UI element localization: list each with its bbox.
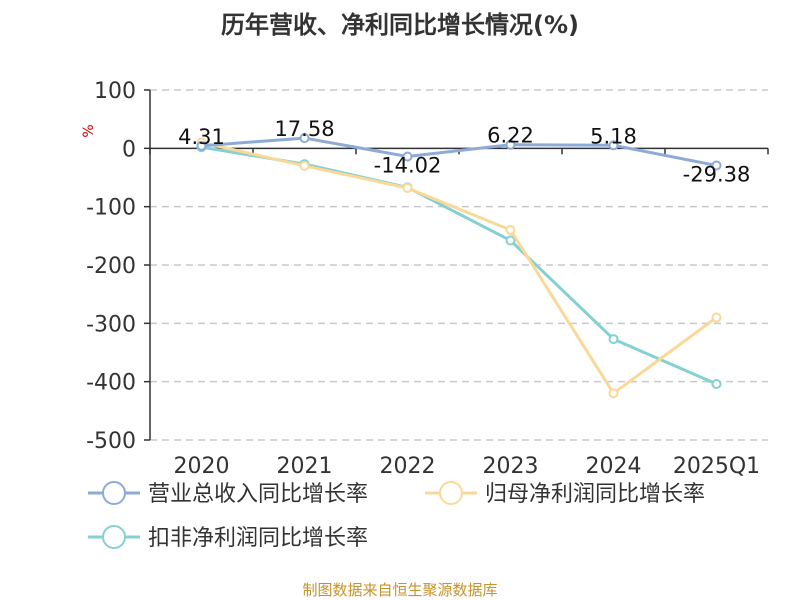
data-point	[505, 235, 516, 246]
x-tick-label: 2020	[174, 454, 230, 479]
legend-label: 扣非净利润同比增长率	[148, 526, 368, 551]
source-note: 制图数据来自恒生聚源数据库	[302, 581, 497, 599]
data-point	[196, 140, 207, 151]
series-line	[201, 145, 718, 386]
data-point	[608, 140, 619, 151]
legend-label: 营业总收入同比增长率	[148, 482, 368, 507]
data-label: 4.31	[178, 125, 225, 149]
data-point	[608, 388, 619, 399]
data-point	[402, 183, 413, 193]
x-tick-label: 2024	[586, 454, 642, 479]
series-line	[201, 141, 718, 395]
series-line	[201, 136, 717, 167]
grid-lines	[150, 89, 768, 441]
data-point	[299, 133, 310, 144]
data-label: -29.38	[683, 162, 751, 186]
data-label: -14.02	[374, 154, 442, 178]
y-tick-label: -500	[86, 429, 136, 454]
data-label: 5.18	[590, 124, 637, 148]
x-tick-label: 2023	[483, 454, 539, 479]
data-point	[711, 379, 722, 389]
data-point	[402, 151, 413, 162]
series-lines	[196, 133, 722, 399]
legend-item[interactable]: 归母净利润同比增长率	[425, 481, 705, 507]
data-point	[711, 312, 722, 323]
y-tick-label: 100	[94, 79, 136, 104]
x-tick-label: 2025Q1	[673, 454, 760, 479]
data-point	[711, 160, 722, 171]
data-point	[505, 139, 516, 150]
data-label: 17.58	[274, 117, 334, 141]
axes: 100 0 -100 -200 -300 -400 -500 2020 2021 2022 2023…	[86, 79, 769, 479]
legend-label: 归母净利润同比增长率	[485, 482, 705, 507]
data-point	[608, 334, 619, 345]
data-point	[299, 160, 310, 171]
chart-title: 历年营收、净利同比增长情况(%)	[221, 11, 579, 39]
data-label: 6.22	[487, 124, 534, 148]
legend-item[interactable]: 营业总收入同比增长率	[88, 481, 368, 507]
data-labels: 4.31 17.58 -14.02 6.22 5.18 -29.38	[178, 117, 750, 186]
legend-marker	[439, 481, 463, 505]
y-tick-label: -400	[86, 371, 136, 396]
y-tick-label: -100	[86, 196, 136, 221]
y-tick-label: -200	[86, 254, 136, 279]
legend-marker	[102, 481, 126, 505]
x-tick-label: 2021	[277, 454, 333, 479]
x-tick-label: 2022	[380, 454, 436, 479]
data-point	[505, 225, 516, 235]
y-axis-unit-label: %	[81, 124, 97, 137]
legend-marker	[102, 525, 126, 549]
y-tick-label: -300	[86, 312, 136, 337]
legend-item[interactable]: 扣非净利润同比增长率	[88, 525, 368, 551]
y-tick-label: 0	[122, 137, 136, 162]
